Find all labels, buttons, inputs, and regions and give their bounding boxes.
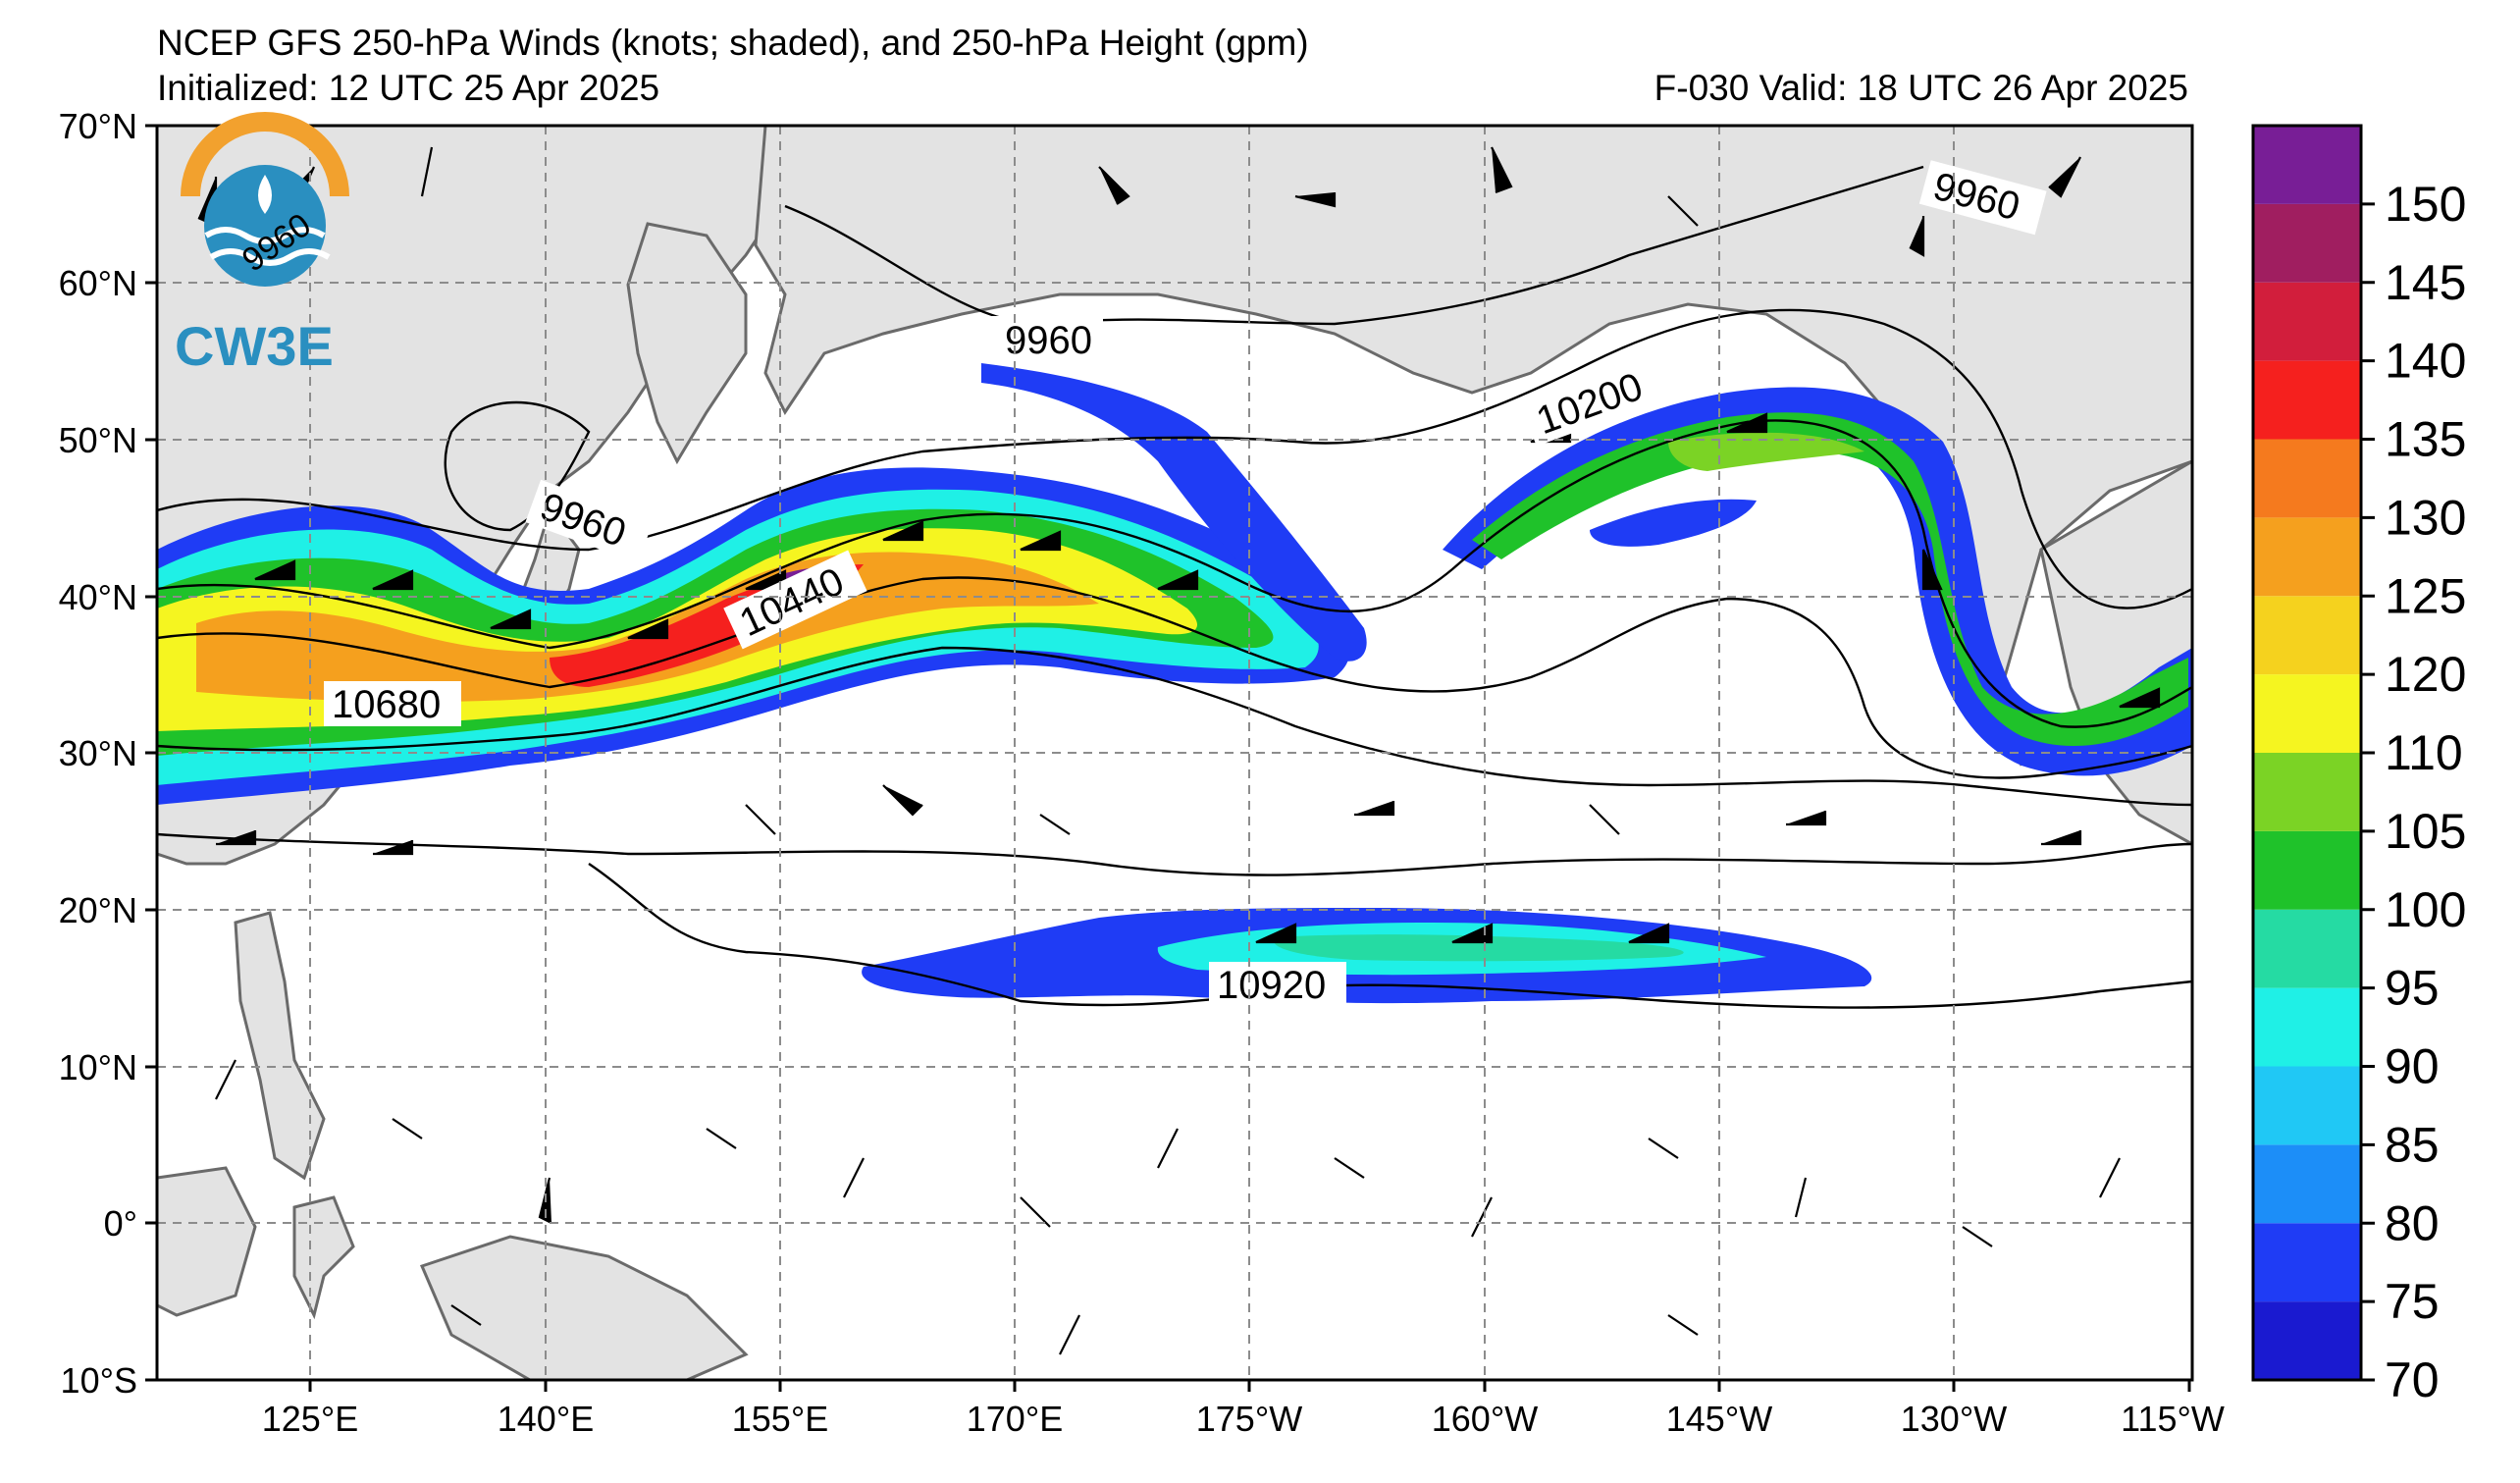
colorbar-label: 120 (2385, 647, 2466, 702)
lat-label: 30°N (59, 733, 137, 773)
lat-label: 70°N (59, 106, 137, 146)
colorbar-label: 100 (2385, 882, 2466, 937)
colorbar-segment (2253, 596, 2361, 675)
lat-label: 60°N (59, 263, 137, 303)
logo-sun-arc (181, 112, 349, 197)
lat-label: 10°S (61, 1360, 137, 1401)
contour-label-10920: 10920 (1217, 964, 1326, 1007)
jet-subtropical-green (1274, 934, 1684, 962)
lon-label: 170°E (967, 1399, 1063, 1439)
contour-label-group: 9960 9960 9960 10200 10440 10680 10920 (324, 160, 2047, 1007)
colorbar-segment (2253, 360, 2361, 440)
colorbar-label: 135 (2385, 412, 2466, 467)
colorbar-label: 110 (2385, 725, 2463, 780)
colorbar-label: 140 (2385, 334, 2466, 389)
latitude-axis: 70°N 60°N 50°N 40°N 30°N 20°N 10°N 0° 10… (59, 106, 157, 1401)
land-kamchatka (626, 222, 748, 465)
logo-wave (209, 248, 331, 266)
colorbar: 70 75 80 85 90 95 100 105 110 120 125 130 135 140 145 1… (2251, 124, 2466, 1407)
logo-text: CW3E (175, 315, 334, 377)
colorbar-segment (2253, 830, 2361, 910)
land-alaska (754, 126, 2192, 767)
colorbar-segment (2253, 909, 2361, 988)
colorbar-segment (2253, 753, 2361, 831)
lat-label: 40°N (59, 577, 137, 617)
longitude-axis: 125°E 140°E 155°E 170°E 175°W 160°W 145°… (262, 1380, 2225, 1439)
colorbar-label: 70 (2385, 1352, 2440, 1407)
jet-ridge-green (1472, 412, 2188, 746)
colorbar-label: 150 (2385, 177, 2466, 232)
valid-time: F-030 Valid: 18 UTC 26 Apr 2025 (1654, 68, 2188, 108)
contour-label-10680: 10680 (332, 683, 441, 726)
drop-icon (258, 175, 272, 214)
jet-ridge-outer (1443, 387, 2192, 776)
colorbar-segment (2253, 1066, 2361, 1145)
lat-label: 20°N (59, 890, 137, 930)
colorbar-segment (2253, 203, 2361, 283)
land-borneo (157, 1166, 257, 1317)
colorbar-label: 105 (2385, 804, 2466, 859)
gridlines (157, 126, 2192, 1380)
colorbar-label: 125 (2385, 568, 2466, 623)
wind-barbs (197, 146, 2161, 1355)
colorbar-segment (2253, 1223, 2361, 1302)
lon-label: 125°E (262, 1399, 358, 1439)
contour-label-9960: 9960 (1005, 319, 1092, 362)
lon-label: 160°W (1432, 1399, 1538, 1439)
contour-10440-a (157, 419, 2192, 728)
colorbar-label: 85 (2385, 1117, 2440, 1172)
colorbar-label: 145 (2385, 255, 2466, 310)
map-title: NCEP GFS 250-hPa Winds (knots; shaded), … (157, 23, 1309, 63)
map-content: 9960 9960 9960 10200 10440 10680 10920 (157, 126, 2192, 1380)
lon-label: 140°E (498, 1399, 594, 1439)
jet-small-streak (1590, 499, 1757, 547)
colorbar-segment (2253, 987, 2361, 1067)
initialized-time: Initialized: 12 UTC 25 Apr 2025 (157, 68, 660, 108)
colorbar-label: 90 (2385, 1039, 2440, 1094)
colorbar-label: 130 (2385, 490, 2466, 545)
colorbar-label: 95 (2385, 961, 2440, 1016)
contour-9960-north (784, 165, 1924, 326)
colorbar-segment (2253, 439, 2361, 518)
colorbar-label: 80 (2385, 1195, 2440, 1250)
contour-10800 (157, 832, 2192, 876)
logo-wave (204, 227, 326, 244)
land-new-guinea (419, 1235, 749, 1380)
lon-label: 155°E (732, 1399, 828, 1439)
barb-row-mid (216, 784, 2082, 856)
lon-label: 130°W (1901, 1399, 2007, 1439)
colorbar-label: 75 (2385, 1274, 2440, 1329)
colorbar-segment (2253, 517, 2361, 597)
contour-10440-b (157, 576, 2192, 779)
colorbar-segment (2253, 1144, 2361, 1224)
lon-label: 175°W (1196, 1399, 1302, 1439)
lat-label: 50°N (59, 420, 137, 460)
colorbar-segment (2253, 674, 2361, 753)
land-philippines (234, 911, 326, 1181)
colorbar-segment (2253, 126, 2361, 204)
lon-label: 115°W (2121, 1399, 2225, 1439)
lat-label: 0° (104, 1203, 137, 1244)
contour-10200 (157, 308, 2192, 609)
height-contours (157, 165, 2192, 1009)
colorbar-segment (2253, 282, 2361, 361)
jet-trough-arm (981, 363, 1367, 662)
jet-ridge-yellow (1668, 432, 1864, 471)
colorbar-segment (2253, 1301, 2361, 1380)
lat-label: 10°N (59, 1047, 137, 1087)
cw3e-logo: 9960 CW3E (175, 112, 349, 377)
lon-label: 145°W (1666, 1399, 1772, 1439)
